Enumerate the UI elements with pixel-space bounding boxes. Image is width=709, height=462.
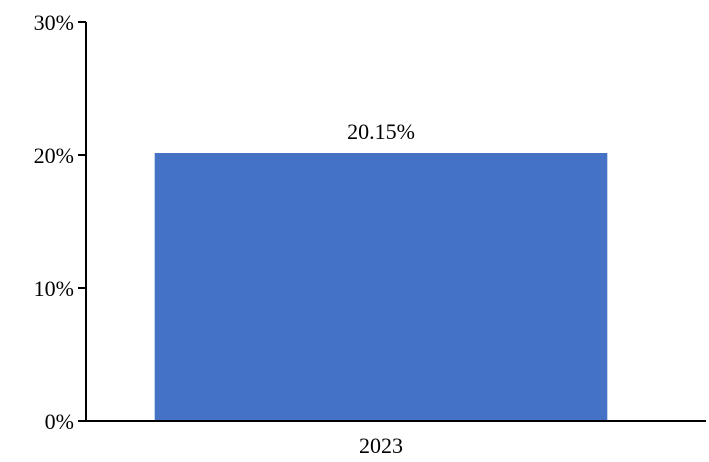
- y-tick-label: 0%: [45, 409, 74, 434]
- y-tick-label: 20%: [34, 143, 74, 168]
- data-label-2023: 20.15%: [347, 119, 415, 144]
- y-tick-label: 30%: [34, 10, 74, 35]
- data-labels-group: 20.15%: [347, 119, 415, 144]
- y-tick-label: 10%: [34, 276, 74, 301]
- bar-2023: [154, 153, 608, 421]
- x-axis-labels: 2023: [359, 433, 403, 458]
- bars-group: [154, 153, 608, 421]
- x-category-label: 2023: [359, 433, 403, 458]
- y-axis-ticks: 0% 10% 20% 30%: [34, 10, 86, 434]
